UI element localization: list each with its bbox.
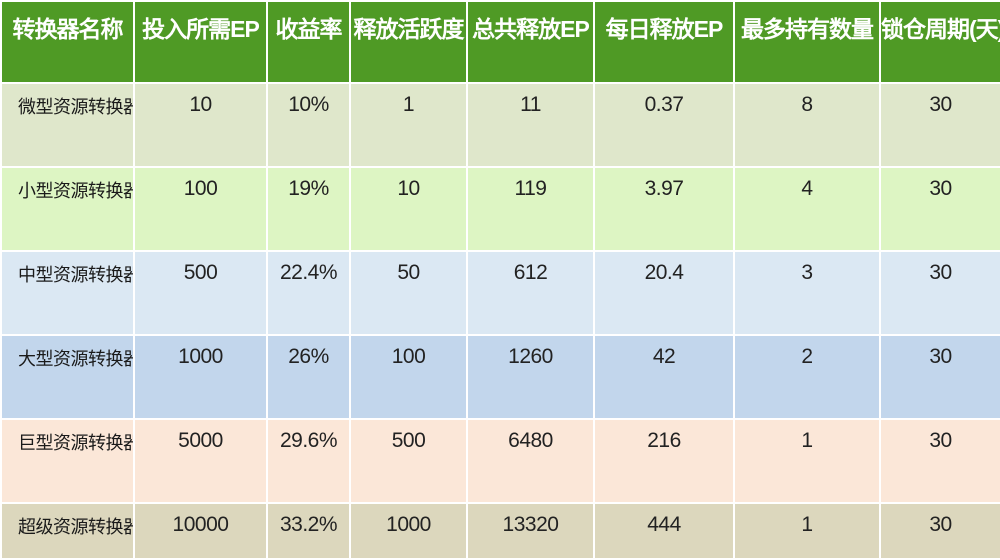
header-input-ep: 投入所需EP: [133, 0, 268, 84]
max-holding-cell: 8: [733, 82, 881, 168]
converter-name-cell: 巨型资源转换器: [0, 418, 135, 504]
yield-rate-cell: 22.4%: [266, 250, 351, 336]
input-ep-cell: 5000: [133, 418, 268, 504]
total-release-cell: 13320: [466, 502, 595, 560]
header-yield-rate: 收益率: [266, 0, 351, 84]
header-row: 转换器名称 投入所需EP 收益率 释放活跃度 总共释放EP 每日释放EP 最多持…: [0, 0, 1000, 84]
converter-name-cell: 超级资源转换器: [0, 502, 135, 560]
table-row: 超级资源转换器 10000 33.2% 1000 13320 444 1 30: [0, 502, 1000, 560]
daily-release-cell: 42: [593, 334, 735, 420]
converter-name-cell: 微型资源转换器: [0, 82, 135, 168]
max-holding-cell: 2: [733, 334, 881, 420]
daily-release-cell: 20.4: [593, 250, 735, 336]
converter-name-cell: 中型资源转换器: [0, 250, 135, 336]
daily-release-cell: 444: [593, 502, 735, 560]
max-holding-cell: 4: [733, 166, 881, 252]
total-release-cell: 6480: [466, 418, 595, 504]
lock-period-cell: 30: [879, 82, 1000, 168]
daily-release-cell: 3.97: [593, 166, 735, 252]
input-ep-cell: 1000: [133, 334, 268, 420]
converter-name-cell: 小型资源转换器: [0, 166, 135, 252]
header-lock-period: 锁仓周期(天): [879, 0, 1000, 84]
total-release-cell: 1260: [466, 334, 595, 420]
input-ep-cell: 10000: [133, 502, 268, 560]
yield-rate-cell: 19%: [266, 166, 351, 252]
header-max-holding: 最多持有数量: [733, 0, 881, 84]
lock-period-cell: 30: [879, 418, 1000, 504]
daily-release-cell: 0.37: [593, 82, 735, 168]
release-activity-cell: 500: [349, 418, 468, 504]
input-ep-cell: 100: [133, 166, 268, 252]
max-holding-cell: 3: [733, 250, 881, 336]
header-total-release-ep: 总共释放EP: [466, 0, 595, 84]
input-ep-cell: 10: [133, 82, 268, 168]
max-holding-cell: 1: [733, 502, 881, 560]
header-daily-release-ep: 每日释放EP: [593, 0, 735, 84]
table-row: 大型资源转换器 1000 26% 100 1260 42 2 30: [0, 334, 1000, 420]
header-converter-name: 转换器名称: [0, 0, 135, 84]
table-row: 小型资源转换器 100 19% 10 119 3.97 4 30: [0, 166, 1000, 252]
table-row: 微型资源转换器 10 10% 1 11 0.37 8 30: [0, 82, 1000, 168]
release-activity-cell: 10: [349, 166, 468, 252]
input-ep-cell: 500: [133, 250, 268, 336]
release-activity-cell: 1000: [349, 502, 468, 560]
release-activity-cell: 50: [349, 250, 468, 336]
release-activity-cell: 1: [349, 82, 468, 168]
lock-period-cell: 30: [879, 250, 1000, 336]
yield-rate-cell: 10%: [266, 82, 351, 168]
max-holding-cell: 1: [733, 418, 881, 504]
table-row: 中型资源转换器 500 22.4% 50 612 20.4 3 30: [0, 250, 1000, 336]
lock-period-cell: 30: [879, 166, 1000, 252]
release-activity-cell: 100: [349, 334, 468, 420]
lock-period-cell: 30: [879, 502, 1000, 560]
total-release-cell: 11: [466, 82, 595, 168]
total-release-cell: 612: [466, 250, 595, 336]
header-release-activity: 释放活跃度: [349, 0, 468, 84]
converter-name-cell: 大型资源转换器: [0, 334, 135, 420]
total-release-cell: 119: [466, 166, 595, 252]
table-row: 巨型资源转换器 5000 29.6% 500 6480 216 1 30: [0, 418, 1000, 504]
daily-release-cell: 216: [593, 418, 735, 504]
yield-rate-cell: 26%: [266, 334, 351, 420]
yield-rate-cell: 33.2%: [266, 502, 351, 560]
yield-rate-cell: 29.6%: [266, 418, 351, 504]
lock-period-cell: 30: [879, 334, 1000, 420]
